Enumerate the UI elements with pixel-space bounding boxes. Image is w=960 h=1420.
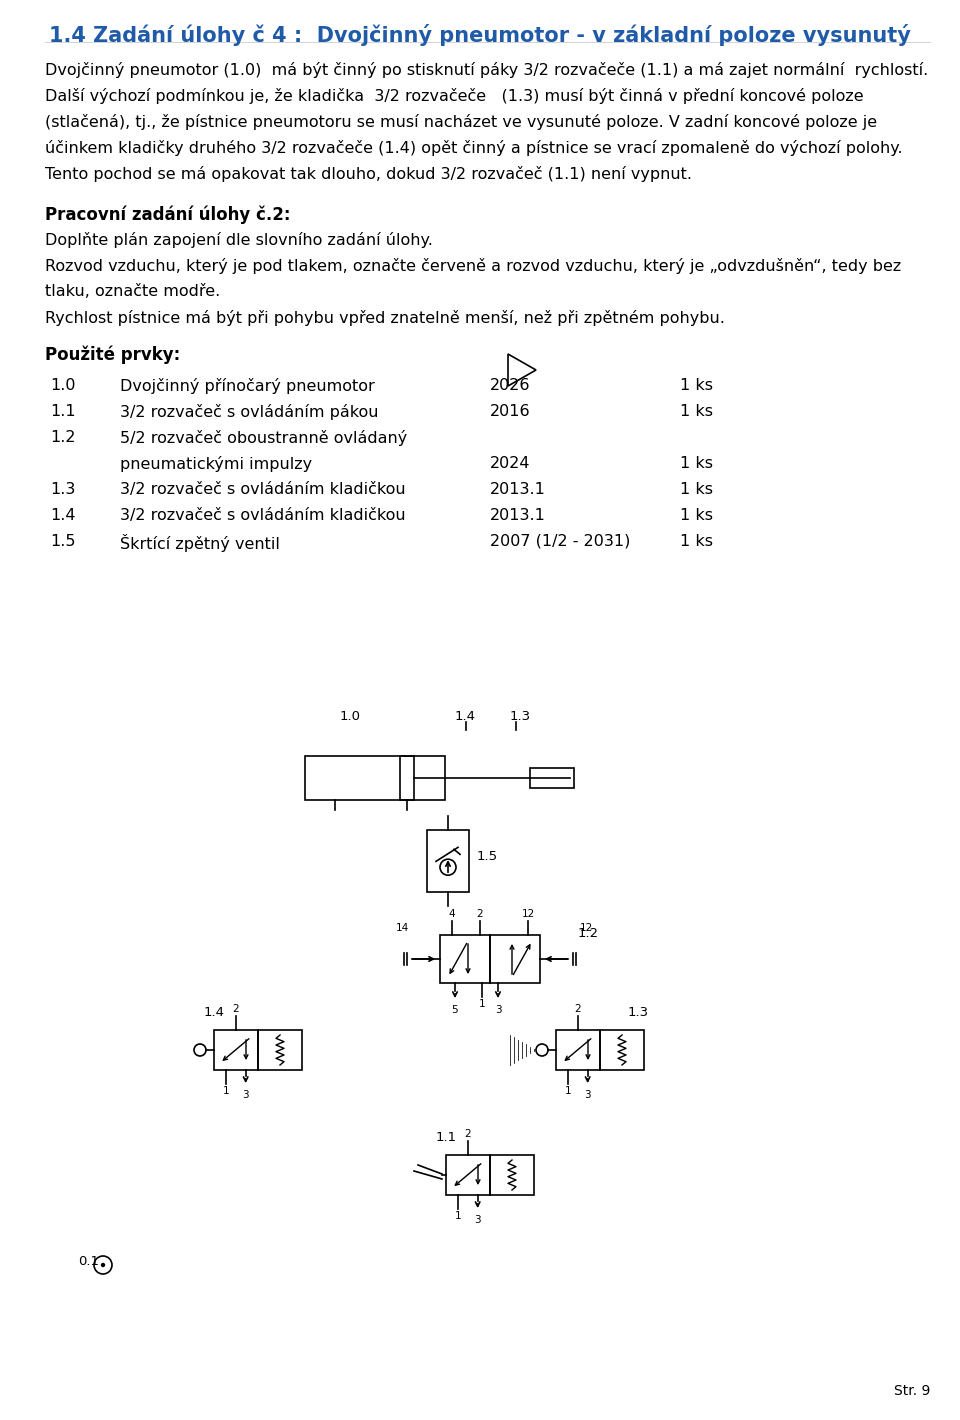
Text: 2016: 2016 [490, 405, 531, 419]
Text: 2013.1: 2013.1 [490, 508, 546, 523]
Text: 1.3: 1.3 [628, 1005, 649, 1020]
Text: 1.1: 1.1 [436, 1130, 457, 1145]
Text: 1: 1 [223, 1086, 229, 1096]
Text: 2: 2 [465, 1129, 471, 1139]
Text: 1.3: 1.3 [510, 710, 531, 723]
Text: 3/2 rozvačeč s ovládáním kladičkou: 3/2 rozvačeč s ovládáním kladičkou [120, 508, 406, 523]
Bar [556, 1030, 600, 1071]
Text: Další výchozí podmínkou je, že kladička  3/2 rozvačeče   (1.3) musí být činná v : Další výchozí podmínkou je, že kladička … [45, 88, 864, 104]
Text: 1.0: 1.0 [50, 378, 76, 393]
Text: 1 ks: 1 ks [680, 378, 713, 393]
Bar [400, 755, 414, 799]
Text: 3: 3 [585, 1091, 591, 1100]
Text: 1.2: 1.2 [50, 430, 76, 444]
Text: 1: 1 [479, 1000, 486, 1010]
Bar [446, 1154, 490, 1196]
Text: 3: 3 [242, 1091, 249, 1100]
Text: 1: 1 [455, 1211, 462, 1221]
Bar [214, 1030, 258, 1071]
Text: 1.2: 1.2 [578, 927, 599, 940]
Text: 1.1: 1.1 [50, 405, 76, 419]
Text: 2: 2 [575, 1004, 582, 1014]
Text: 2026: 2026 [490, 378, 531, 393]
Text: 1.4: 1.4 [50, 508, 76, 523]
Text: 1.3: 1.3 [50, 481, 76, 497]
Text: tlaku, označte modře.: tlaku, označte modře. [45, 284, 220, 300]
Text: 2: 2 [232, 1004, 239, 1014]
Text: 12: 12 [580, 923, 592, 933]
Bar [427, 831, 469, 892]
Text: 4: 4 [448, 909, 455, 919]
Text: 1 ks: 1 ks [680, 456, 713, 471]
Text: 1 ks: 1 ks [680, 481, 713, 497]
Bar [490, 934, 540, 983]
Text: 1.4: 1.4 [455, 710, 476, 723]
Bar [530, 768, 574, 788]
Text: 1 ks: 1 ks [680, 405, 713, 419]
Text: 3/2 rozvačeč s ovládáním kladičkou: 3/2 rozvačeč s ovládáním kladičkou [120, 481, 406, 497]
Bar [600, 1030, 644, 1071]
Text: 0.1: 0.1 [78, 1255, 99, 1268]
Text: 1.4: 1.4 [204, 1005, 225, 1020]
Bar [490, 1154, 534, 1196]
Bar [258, 1030, 302, 1071]
Text: (stlačená), tj., že pístnice pneumotoru se musí nacházet ve vysunuté poloze. V z: (stlačená), tj., že pístnice pneumotoru … [45, 114, 877, 131]
Text: Pracovní zadání úlohy č.2:: Pracovní zadání úlohy č.2: [45, 206, 291, 224]
Text: 2: 2 [477, 909, 483, 919]
Text: Str. 9: Str. 9 [894, 1384, 930, 1399]
Text: 1 ks: 1 ks [680, 508, 713, 523]
Text: 1 ks: 1 ks [680, 534, 713, 550]
Text: Použité prvky:: Použité prvky: [45, 346, 180, 365]
Text: Rychlost pístnice má být při pohybu vpřed znatelně menší, než při zpětném pohyb: Rychlost pístnice má být při pohybu vpře… [45, 310, 725, 327]
Text: 2007 (1/2 - 2031): 2007 (1/2 - 2031) [490, 534, 631, 550]
Text: 1.0: 1.0 [340, 710, 361, 723]
Text: 12: 12 [521, 909, 535, 919]
Circle shape [101, 1262, 106, 1267]
Text: 1.4 Zadání úlohy č 4 :  Dvojčinný pneumotor - v základní poloze vysunutý: 1.4 Zadání úlohy č 4 : Dvojčinný pneumot… [49, 24, 911, 45]
Bar [440, 934, 490, 983]
Text: 5/2 rozvačeč oboustranně ovládaný: 5/2 rozvačeč oboustranně ovládaný [120, 430, 407, 446]
Bar [305, 755, 445, 799]
Text: 5: 5 [452, 1005, 458, 1015]
Text: Doplňte plán zapojení dle slovního zadání úlohy.: Doplňte plán zapojení dle slovního zadán… [45, 231, 433, 248]
Text: Tento pochod se má opakovat tak dlouho, dokud 3/2 rozvačeč (1.1) není vypnut.: Tento pochod se má opakovat tak dlouho, … [45, 166, 692, 182]
Text: 3: 3 [474, 1216, 481, 1225]
Text: Dvojčinný pneumotor (1.0)  má být činný po stisknutí páky 3/2 rozvačeče (1.1) a : Dvojčinný pneumotor (1.0) má být činný p… [45, 62, 928, 78]
Text: Dvojčinný přínočarý pneumotor: Dvojčinný přínočarý pneumotor [120, 378, 374, 393]
Text: 1.5: 1.5 [477, 849, 498, 862]
Text: 3: 3 [494, 1005, 501, 1015]
Text: 3/2 rozvačeč s ovládáním pákou: 3/2 rozvačeč s ovládáním pákou [120, 405, 378, 420]
Text: 14: 14 [396, 923, 409, 933]
Text: účinkem kladičky druhého 3/2 rozvačeče (1.4) opět činný a pístnice se vrací zpom: účinkem kladičky druhého 3/2 rozvačeče (… [45, 141, 902, 156]
Text: Škrtící zpětný ventil: Škrtící zpětný ventil [120, 534, 280, 552]
Text: 2024: 2024 [490, 456, 531, 471]
Text: pneumatickými impulzy: pneumatickými impulzy [120, 456, 312, 471]
Text: 1: 1 [565, 1086, 571, 1096]
Text: 2013.1: 2013.1 [490, 481, 546, 497]
Text: Rozvod vzduchu, který je pod tlakem, označte červeně a rozvod vzduchu, který je: Rozvod vzduchu, který je pod tlakem, ozn… [45, 258, 901, 274]
Text: 1.5: 1.5 [50, 534, 76, 550]
